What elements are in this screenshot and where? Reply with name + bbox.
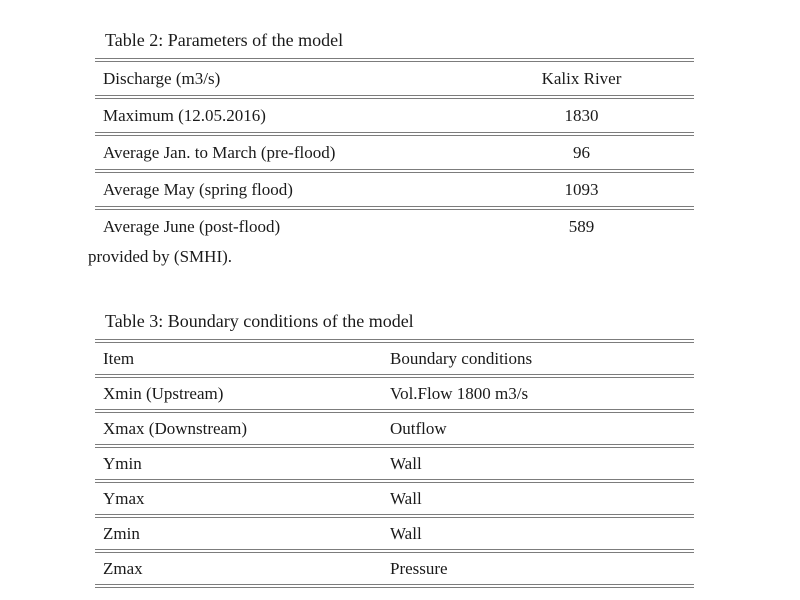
table-rule [95, 169, 694, 173]
column-header-kalix-river: Kalix River [541, 68, 622, 88]
row-label: Ymax [103, 488, 145, 508]
row-value: Pressure [390, 558, 448, 578]
table-header-row: Item Boundary conditions [95, 343, 694, 374]
row-label: Maximum (12.05.2016) [103, 105, 266, 125]
table-row: Xmin (Upstream) Vol.Flow 1800 m3/s [95, 378, 694, 409]
column-header-discharge: Discharge (m3/s) [103, 68, 221, 88]
table-rule [95, 444, 694, 448]
table-row: Average Jan. to March (pre-flood) 96 [95, 136, 694, 169]
table-rule-top [95, 339, 694, 343]
row-value: 1093 [564, 179, 599, 199]
row-label: Ymin [103, 453, 142, 473]
row-label: Xmin (Upstream) [103, 383, 224, 403]
row-value: Wall [390, 523, 422, 543]
table-boundary-conditions: Table 3: Boundary conditions of the mode… [95, 309, 694, 588]
table-parameters: Table 2: Parameters of the model Dischar… [95, 28, 694, 243]
table-row: Maximum (12.05.2016) 1830 [95, 99, 694, 132]
row-value: 1830 [564, 105, 599, 125]
row-label: Xmax (Downstream) [103, 418, 247, 438]
table-rule [95, 95, 694, 99]
table-rule [95, 549, 694, 553]
table-row: Xmax (Downstream) Outflow [95, 413, 694, 444]
table-rule-bottom [95, 584, 694, 588]
row-label: Average May (spring flood) [103, 179, 293, 199]
row-value: 96 [573, 142, 590, 162]
table-rule [95, 479, 694, 483]
row-label: Average Jan. to March (pre-flood) [103, 142, 336, 162]
table-header-row: Discharge (m3/s) Kalix River [95, 62, 694, 95]
table-3-caption: Table 3: Boundary conditions of the mode… [105, 311, 414, 331]
table-rule [95, 132, 694, 136]
table-row: Average June (post-flood) 589 [95, 210, 694, 243]
column-header-boundary-conditions: Boundary conditions [390, 348, 533, 368]
row-value: Wall [390, 488, 422, 508]
table-row: Ymax Wall [95, 483, 694, 514]
table-rule [95, 206, 694, 210]
row-label: Zmin [103, 523, 140, 543]
row-value: Vol.Flow 1800 m3/s [390, 383, 529, 403]
column-header-item: Item [103, 348, 135, 368]
table-row: Zmin Wall [95, 518, 694, 549]
table-2-caption: Table 2: Parameters of the model [105, 30, 344, 50]
row-value: 589 [568, 216, 595, 236]
table-rule [95, 409, 694, 413]
table-rule [95, 514, 694, 518]
table-2-note: provided by (SMHI). [88, 247, 233, 266]
table-row: Zmax Pressure [95, 553, 694, 584]
table-row: Average May (spring flood) 1093 [95, 173, 694, 206]
table-row: Ymin Wall [95, 448, 694, 479]
table-rule [95, 374, 694, 378]
row-label: Average June (post-flood) [103, 216, 281, 236]
row-label: Zmax [103, 558, 143, 578]
document-content: Table 2: Parameters of the model Dischar… [88, 28, 694, 588]
table-rule-top [95, 58, 694, 62]
row-value: Wall [390, 453, 422, 473]
row-value: Outflow [390, 418, 447, 438]
